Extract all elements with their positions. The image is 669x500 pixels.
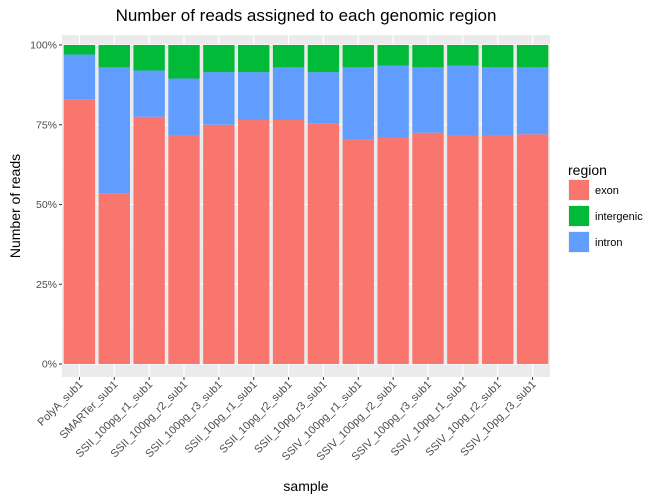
x-axis-title: sample	[283, 478, 328, 494]
x-axis: PolyA_sub1SMARTer_sub1SSII_100pg_r1_sub1…	[36, 377, 539, 463]
legend-title: region	[568, 162, 607, 178]
legend-swatch-intergenic	[569, 206, 589, 226]
bar-segment-exon	[307, 123, 340, 364]
bar-segment-intron	[377, 65, 409, 138]
bar-segment-exon	[133, 116, 165, 365]
y-tick-label: 25%	[36, 279, 57, 291]
bar-segment-intergenic	[63, 45, 96, 55]
bar-segment-intergenic	[377, 45, 409, 66]
bar-segment-intron	[307, 72, 340, 124]
bar-segment-intergenic	[98, 45, 130, 68]
bar-segment-intergenic	[307, 45, 340, 73]
legend-label: exon	[595, 185, 619, 197]
bar-segment-intergenic	[168, 45, 200, 79]
bar-segment-intron	[342, 67, 374, 140]
legend-swatch-intron	[569, 232, 589, 252]
bar-segment-exon	[342, 139, 374, 364]
bar-segment-intergenic	[133, 45, 165, 71]
y-tick-label: 50%	[36, 199, 57, 211]
bar-segment-intron	[203, 72, 235, 125]
bar-segment-exon	[377, 137, 409, 364]
bar-segment-exon	[98, 193, 130, 364]
bar-segment-intron	[412, 67, 444, 133]
legend-label: intron	[595, 237, 623, 249]
bar-segment-intron	[238, 72, 270, 120]
bar-segment-intron	[272, 67, 305, 120]
bar-segment-intergenic	[203, 45, 235, 73]
bar-segment-intron	[482, 67, 514, 136]
bar-segment-exon	[516, 134, 549, 364]
bar-segment-exon	[203, 124, 235, 364]
y-tick-label: 100%	[30, 40, 57, 52]
bar-segment-intergenic	[238, 45, 270, 73]
bar-segment-intron	[63, 54, 96, 100]
bar-segment-exon	[447, 135, 479, 364]
bar-segment-intergenic	[412, 45, 444, 68]
legend-swatch-exon	[569, 180, 589, 200]
bars	[63, 45, 549, 365]
y-axis-title: Number of reads	[7, 154, 23, 258]
bar-segment-intron	[447, 65, 479, 136]
y-axis: 0% 25% 50% 75% 100%	[30, 40, 62, 371]
bar-segment-intergenic	[342, 45, 374, 68]
y-tick-label: 75%	[36, 119, 57, 131]
bar-segment-exon	[272, 119, 305, 364]
bar-segment-intergenic	[482, 45, 514, 68]
bar-segment-intron	[168, 78, 200, 136]
bar-segment-intergenic	[516, 45, 549, 68]
legend: region exon intergenic intron	[568, 162, 643, 253]
bar-segment-intergenic	[447, 45, 479, 66]
bar-segment-exon	[63, 99, 96, 364]
bar-segment-intron	[133, 70, 165, 117]
chart-title: Number of reads assigned to each genomic…	[116, 6, 497, 25]
bar-segment-exon	[412, 132, 444, 364]
bar-segment-exon	[168, 135, 200, 364]
bar-segment-intron	[98, 67, 130, 194]
bar-segment-intergenic	[272, 45, 305, 68]
bar-segment-intron	[516, 67, 549, 135]
y-tick-label: 0%	[42, 359, 57, 371]
bar-segment-exon	[482, 135, 514, 364]
legend-label: intergenic	[595, 211, 643, 223]
bar-segment-exon	[238, 119, 270, 364]
